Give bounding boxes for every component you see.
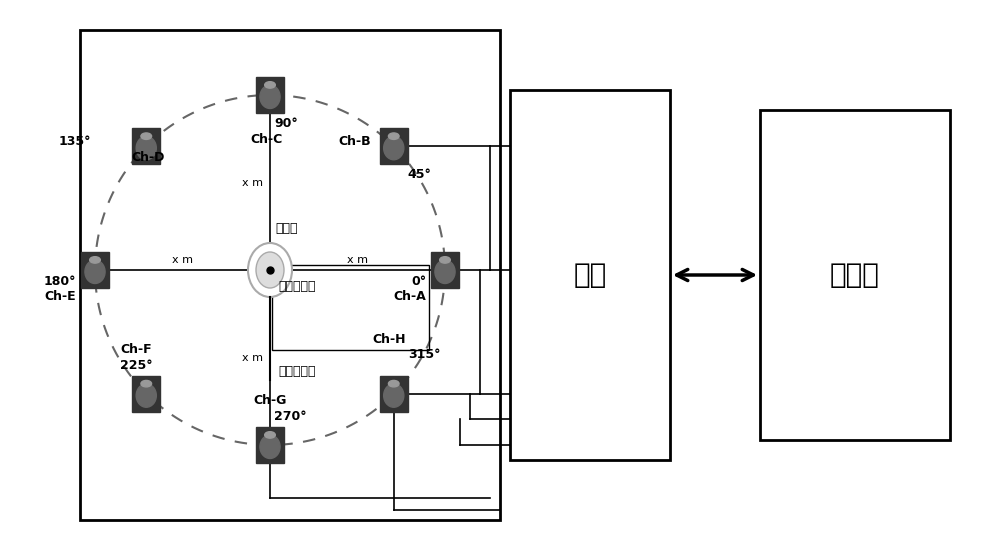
Text: Ch-F: Ch-F <box>120 343 152 356</box>
Bar <box>431 252 459 288</box>
Bar <box>81 252 109 288</box>
Text: 连接人工嘴: 连接人工嘴 <box>278 365 316 378</box>
Text: Ch-B: Ch-B <box>339 135 371 148</box>
Text: x m: x m <box>242 178 263 188</box>
Ellipse shape <box>256 252 284 288</box>
Text: 135°: 135° <box>59 135 91 148</box>
Text: 45°: 45° <box>408 168 432 181</box>
Text: x m: x m <box>242 353 263 363</box>
Ellipse shape <box>136 136 156 160</box>
Bar <box>380 128 408 164</box>
Text: 315°: 315° <box>408 348 440 361</box>
Ellipse shape <box>265 432 275 438</box>
Text: 计算机: 计算机 <box>830 261 880 289</box>
Ellipse shape <box>435 260 455 284</box>
Ellipse shape <box>440 257 450 263</box>
Ellipse shape <box>141 380 152 387</box>
Text: 90°: 90° <box>274 117 298 130</box>
Ellipse shape <box>136 384 156 407</box>
Text: Ch-E: Ch-E <box>44 290 76 303</box>
Ellipse shape <box>85 260 105 284</box>
Text: 0°: 0° <box>411 275 426 288</box>
Bar <box>510 90 670 460</box>
Text: 225°: 225° <box>120 359 153 372</box>
Text: 270°: 270° <box>274 410 307 423</box>
Text: Ch-G: Ch-G <box>253 394 287 407</box>
Text: Ch-A: Ch-A <box>393 290 426 303</box>
Text: 180°: 180° <box>44 275 76 288</box>
Bar <box>272 265 429 350</box>
Ellipse shape <box>265 82 275 88</box>
Text: x m: x m <box>172 255 193 265</box>
Ellipse shape <box>388 380 399 387</box>
Ellipse shape <box>90 257 100 263</box>
Bar <box>132 376 160 412</box>
Text: 人工头: 人工头 <box>275 222 298 235</box>
Ellipse shape <box>141 133 152 139</box>
Bar <box>760 110 950 440</box>
Text: 前端: 前端 <box>573 261 607 289</box>
Ellipse shape <box>260 435 280 458</box>
Text: Ch-D: Ch-D <box>131 152 165 164</box>
Ellipse shape <box>248 243 292 297</box>
Text: x m: x m <box>347 255 368 265</box>
Text: Ch-C: Ch-C <box>250 133 282 146</box>
Bar <box>256 427 284 463</box>
Ellipse shape <box>260 85 280 109</box>
Bar <box>80 30 500 520</box>
Bar <box>256 77 284 113</box>
Ellipse shape <box>384 384 404 407</box>
Bar <box>380 376 408 412</box>
Ellipse shape <box>388 133 399 139</box>
Text: 标准麦克风: 标准麦克风 <box>278 280 316 293</box>
Text: Ch-H: Ch-H <box>372 333 405 346</box>
Bar <box>132 128 160 164</box>
Ellipse shape <box>384 136 404 160</box>
